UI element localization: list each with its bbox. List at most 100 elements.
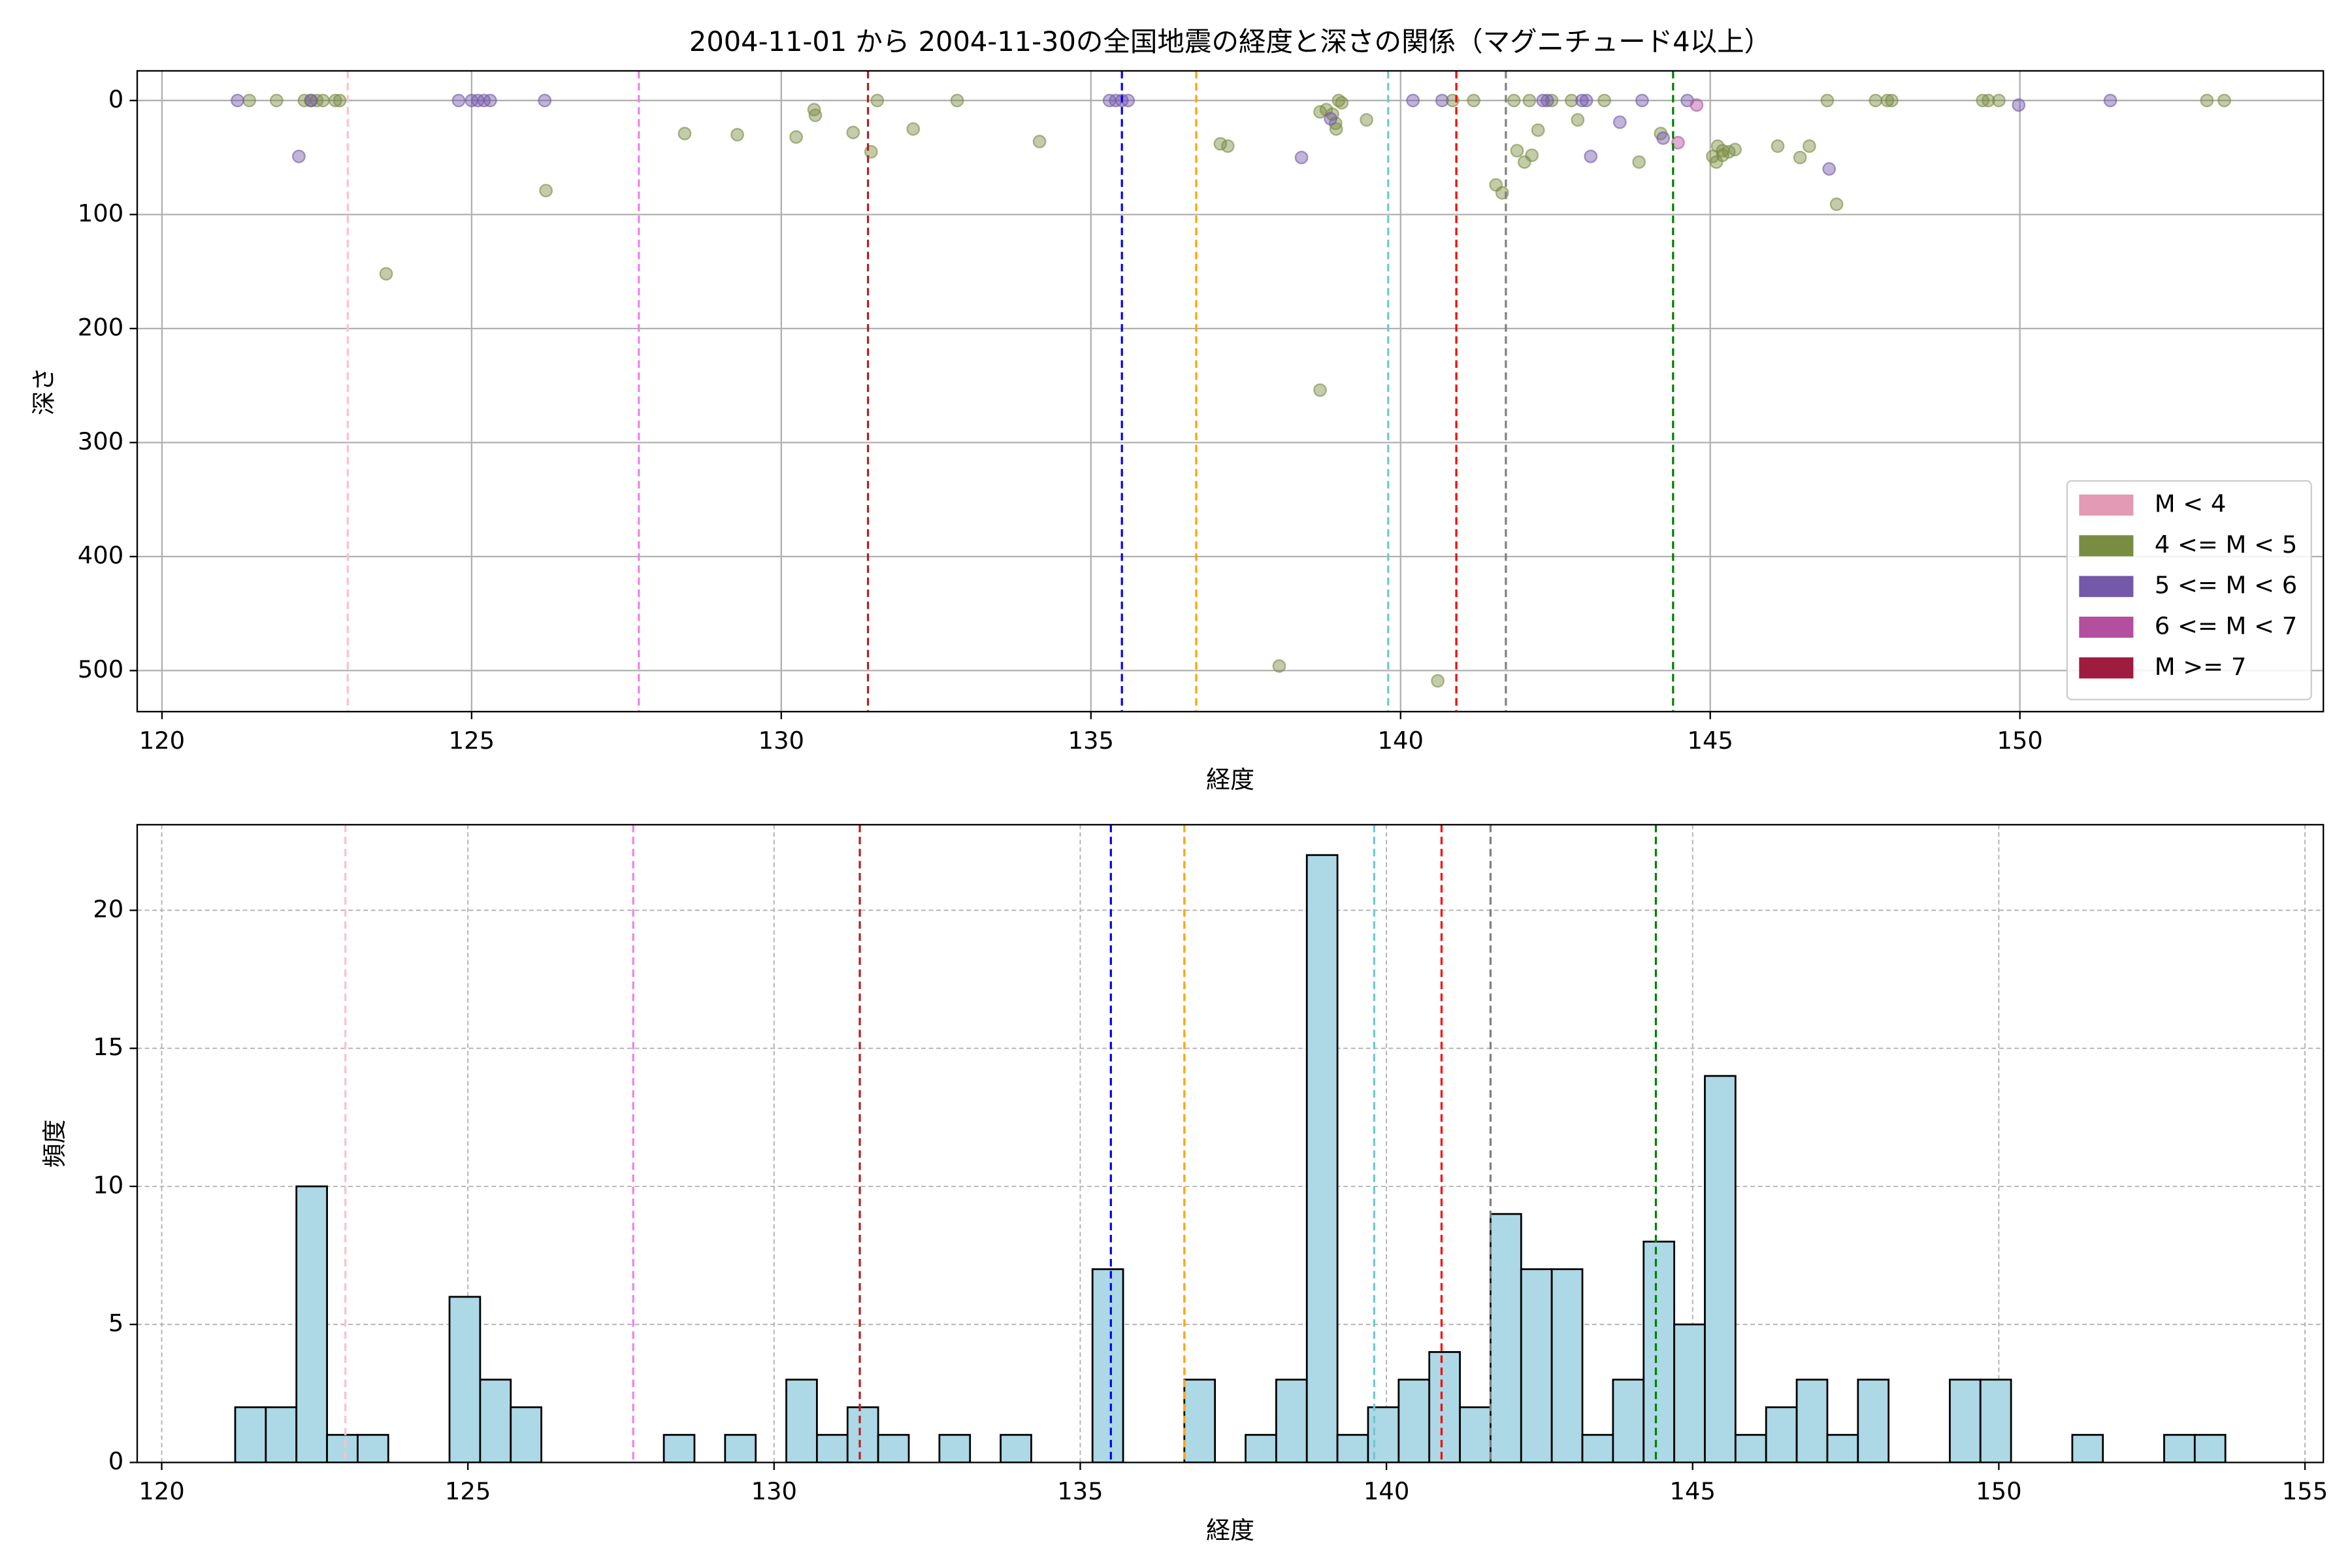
- point: [333, 93, 347, 108]
- bar: [1857, 1379, 1890, 1463]
- bar: [1367, 1406, 1400, 1463]
- point: [231, 93, 244, 108]
- x-tick-label: 150: [1997, 727, 2042, 755]
- point: [1467, 93, 1480, 108]
- axes: 120 125 130 135 140 145 150 0 100 200 300 400 500 経度 深…: [30, 70, 2325, 794]
- point: [1507, 93, 1521, 108]
- point: [1635, 93, 1649, 108]
- y-tick-label: 20: [93, 895, 123, 923]
- x-tick-label: 155: [2282, 1477, 2328, 1505]
- y-tick-label: 300: [78, 427, 123, 455]
- point: [538, 93, 552, 108]
- point: [1220, 139, 1235, 154]
- y-tick-label: 200: [78, 313, 123, 341]
- point: [1435, 93, 1449, 108]
- point: [1575, 93, 1589, 108]
- point: [451, 93, 466, 108]
- chart-title: 2004-11-01 から 2004-11-30の全国地震の経度と深さの関係（マ…: [689, 25, 1771, 57]
- point: [1584, 149, 1598, 163]
- bar: [1550, 1268, 1584, 1463]
- point: [906, 122, 921, 136]
- bar: [1765, 1406, 1798, 1463]
- point: [1525, 148, 1539, 162]
- bar: [846, 1406, 879, 1463]
- point: [1294, 150, 1309, 165]
- bar: [326, 1433, 359, 1463]
- bar: [1979, 1379, 2012, 1463]
- bar: [662, 1433, 696, 1463]
- bar: [265, 1406, 298, 1463]
- point: [1632, 155, 1646, 169]
- point: [1716, 148, 1730, 162]
- point: [1313, 383, 1327, 397]
- point: [1771, 139, 1785, 154]
- bar: [724, 1433, 757, 1463]
- point: [1536, 93, 1550, 108]
- point: [846, 125, 860, 140]
- bar: [1397, 1379, 1431, 1463]
- point: [730, 127, 744, 142]
- bar: [510, 1406, 543, 1463]
- point: [2200, 93, 2214, 108]
- point: [1032, 135, 1047, 149]
- x-tick-label: 140: [1378, 727, 1424, 755]
- point: [1802, 139, 1816, 154]
- bar: [448, 1296, 482, 1463]
- bar: [1612, 1379, 1645, 1463]
- bar: [785, 1379, 818, 1463]
- bar: [295, 1185, 328, 1463]
- bar: [1795, 1379, 1829, 1463]
- y-tick-label: 100: [78, 199, 123, 227]
- bar: [1305, 854, 1339, 1463]
- point: [1597, 93, 1612, 108]
- point: [269, 93, 284, 108]
- x-tick-label: 125: [449, 727, 495, 755]
- bar: [2193, 1433, 2227, 1463]
- point: [789, 130, 803, 144]
- axes: 120 125 130 135 140 145 150 155 0 5 10 15 20 経度 頻度: [41, 824, 2328, 1544]
- point: [2217, 93, 2231, 108]
- legend-label: 6 <= M < 7: [2155, 612, 2298, 640]
- point: [1522, 93, 1537, 108]
- legend-label: M >= 7: [2155, 653, 2247, 681]
- bar: [1734, 1433, 1767, 1463]
- point: [1671, 136, 1685, 150]
- point: [1531, 123, 1545, 137]
- bar: [2163, 1433, 2196, 1463]
- point: [1981, 93, 1995, 108]
- legend-swatch: [2079, 494, 2134, 516]
- point: [1121, 93, 1135, 108]
- point: [1571, 113, 1585, 127]
- point: [864, 144, 878, 159]
- point: [1360, 113, 1374, 127]
- x-tick-label: 150: [1976, 1477, 2021, 1505]
- point: [1579, 93, 1593, 108]
- bar: [1245, 1433, 1277, 1463]
- point: [304, 93, 318, 108]
- bar: [2071, 1433, 2104, 1463]
- point: [1880, 93, 1895, 108]
- bar: [479, 1379, 512, 1463]
- bar: [1826, 1433, 1859, 1463]
- point: [379, 267, 393, 281]
- x-tick-label: 135: [1068, 727, 1114, 755]
- point: [328, 93, 342, 108]
- bar: [234, 1406, 267, 1463]
- point: [870, 93, 885, 108]
- legend-label: 4 <= M < 5: [2155, 531, 2298, 559]
- legend-label: M < 4: [2155, 490, 2227, 518]
- axes-frame: [136, 70, 2325, 713]
- bar: [938, 1433, 972, 1463]
- point: [1324, 112, 1338, 126]
- bar: [1642, 1241, 1676, 1463]
- point: [1541, 93, 1554, 108]
- bar: [1183, 1379, 1217, 1463]
- x-tick-label: 130: [759, 727, 804, 755]
- point: [1213, 137, 1228, 151]
- x-axis-label: 経度: [1206, 1516, 1254, 1544]
- legend-swatch: [2079, 576, 2134, 597]
- y-tick-label: 400: [78, 541, 123, 569]
- x-tick-label: 135: [1057, 1477, 1103, 1505]
